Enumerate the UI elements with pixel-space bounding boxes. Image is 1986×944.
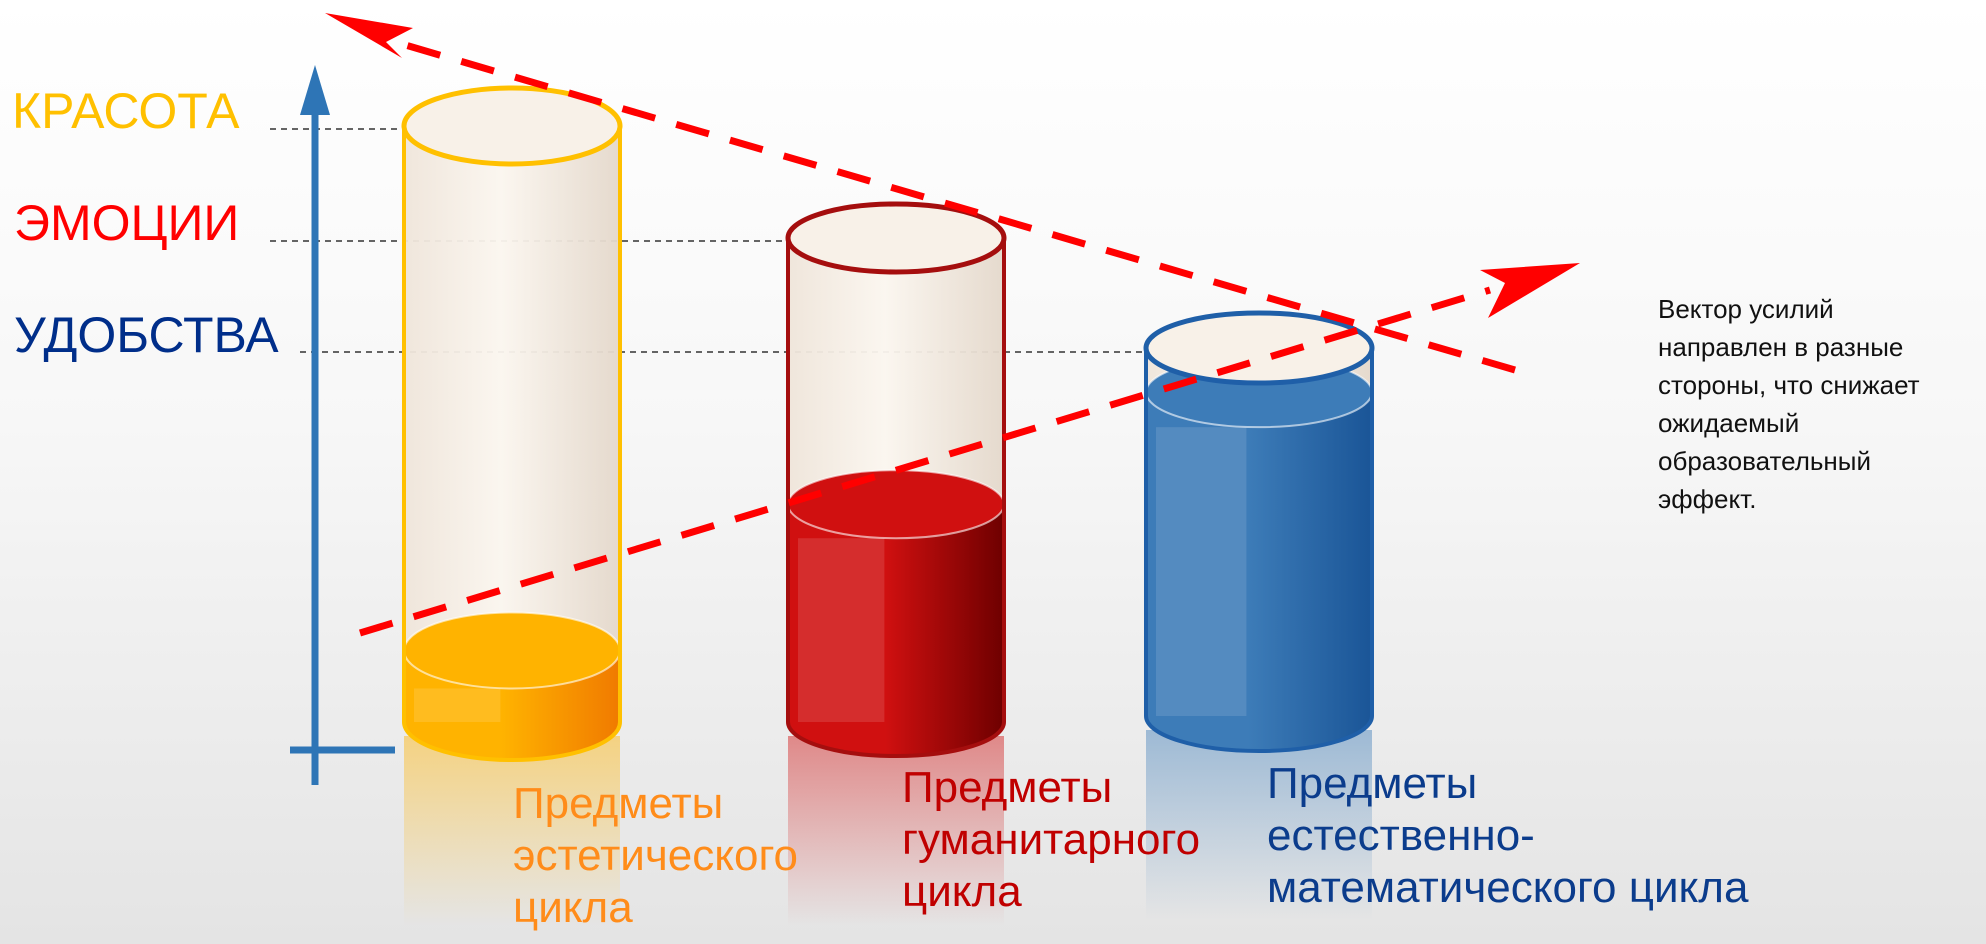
level-label-convenience: УДОБСТВА <box>14 307 279 363</box>
cylinder-glass-aesthetic <box>404 126 620 760</box>
cylinder-top-rim-natural-math <box>1143 310 1375 386</box>
cylinder-aesthetic <box>401 85 623 762</box>
category-label-natural-math-line-1: Предметы <box>1267 759 1478 808</box>
effort-note: Вектор усилий направлен в разные стороны… <box>1658 290 1978 518</box>
category-label-aesthetic-line-2: эстетического <box>513 831 799 880</box>
cylinder-top-rim-humanitarian <box>785 201 1007 275</box>
category-label-humanitarian-line-2: гуманитарного <box>902 815 1201 864</box>
decreasing-vector-line <box>394 38 1516 374</box>
reflection-natural-math <box>1146 730 1372 920</box>
category-label-natural-math-line-3: математического цикла <box>1267 863 1749 912</box>
category-label-natural-math: Предметы естественно- математического ци… <box>1267 758 1748 914</box>
level-label-emotions: ЭМОЦИИ <box>14 195 240 251</box>
cylinder-highlight-aesthetic <box>414 688 501 722</box>
effort-note-line-4: ожидаемый <box>1658 408 1800 438</box>
increasing-vector-line <box>358 286 1492 637</box>
effort-vectors <box>325 13 1580 637</box>
cylinder-outline-aesthetic <box>402 126 622 762</box>
increasing-arrow-icon <box>1480 263 1580 318</box>
cylinder-liquid-surface-humanitarian <box>787 469 1005 540</box>
cylinder-liquid-surface-aesthetic <box>403 611 621 690</box>
decreasing-arrow-icon <box>325 13 413 58</box>
category-label-humanitarian-line-3: цикла <box>902 867 1022 916</box>
category-label-humanitarian: Предметы гуманитарного цикла <box>902 762 1200 918</box>
cylinder-liquid-humanitarian <box>788 504 1004 756</box>
category-label-aesthetic-line-3: цикла <box>513 883 633 932</box>
effort-note-line-1: Вектор усилий <box>1658 294 1834 324</box>
cylinder-outline-natural-math <box>1144 348 1374 753</box>
cylinder-top-rim-aesthetic <box>401 85 623 167</box>
effort-note-line-6: эффект. <box>1658 484 1757 514</box>
category-label-aesthetic: Предметы эстетического цикла <box>513 778 798 934</box>
cylinder-humanitarian <box>785 201 1007 758</box>
cylinder-highlight-humanitarian <box>798 538 885 722</box>
cylinder-reflections <box>404 730 1372 926</box>
level-label-beauty: КРАСОТА <box>12 83 240 139</box>
effort-note-line-3: стороны, что снижает <box>1658 370 1920 400</box>
effort-note-line-5: образовательный <box>1658 446 1871 476</box>
cylinder-natural-math <box>1143 310 1375 753</box>
category-label-aesthetic-line-1: Предметы <box>513 779 724 828</box>
cylinder-outline-humanitarian <box>786 238 1006 758</box>
effort-note-line-2: направлен в разные <box>1658 332 1904 362</box>
vertical-axis <box>290 65 395 785</box>
category-label-humanitarian-line-1: Предметы <box>902 763 1113 812</box>
cylinder-liquid-natural-math <box>1146 392 1372 751</box>
category-label-natural-math-line-2: естественно- <box>1267 811 1535 860</box>
cylinder-highlight-natural-math <box>1156 427 1247 716</box>
reflection-aesthetic <box>404 736 620 926</box>
reflection-humanitarian <box>788 736 1004 926</box>
axis-up-arrow-icon <box>300 65 330 115</box>
